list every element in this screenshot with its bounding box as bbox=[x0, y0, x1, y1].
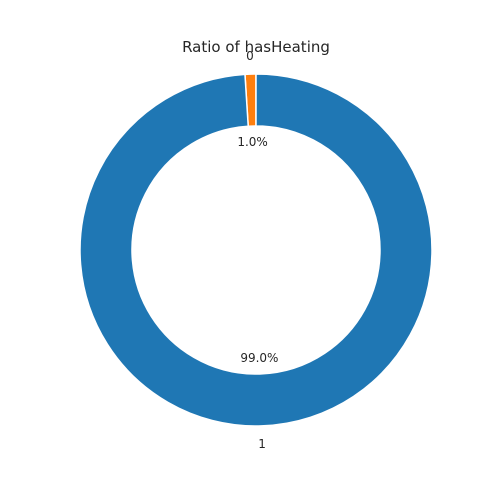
slice-label-0: 0 bbox=[246, 49, 254, 63]
labels-group: 0 1.0% 1 99.0% bbox=[237, 49, 278, 451]
chart-title: Ratio of hasHeating bbox=[182, 38, 330, 56]
slices-group bbox=[79, 73, 433, 427]
slice-label-1: 1 bbox=[258, 437, 266, 451]
slice-pct-0: 1.0% bbox=[237, 135, 268, 149]
slice-pct-1: 99.0% bbox=[240, 351, 278, 365]
slice-1 bbox=[79, 73, 433, 427]
